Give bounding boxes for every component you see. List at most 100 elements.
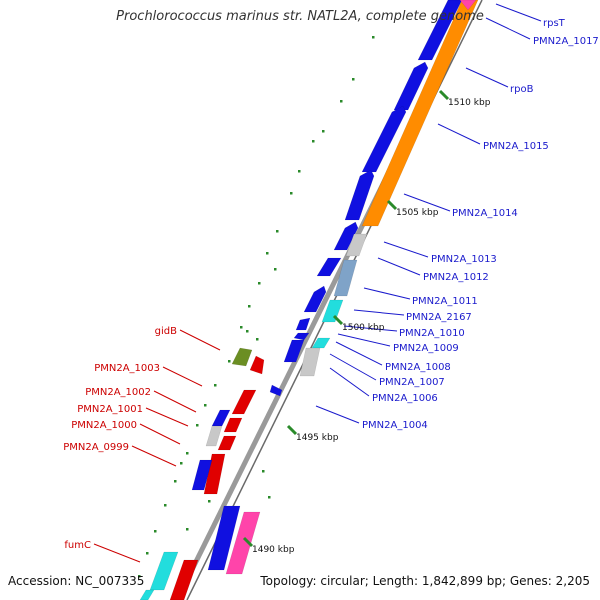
- leader-line: [329, 353, 377, 381]
- gene-block-1015b[interactable]: [361, 105, 407, 173]
- gc-dot: [146, 552, 149, 555]
- gene-label-rpoB[interactable]: rpoB: [510, 84, 534, 95]
- gene-label-PMN2A_1007[interactable]: PMN2A_1007: [379, 377, 445, 388]
- leader-line: [377, 257, 421, 276]
- pseudo-block-1013[interactable]: [345, 233, 368, 257]
- gene-label-PMN2A_1011[interactable]: PMN2A_1011: [412, 296, 478, 307]
- gc-dot: [256, 338, 259, 341]
- gene-block-1014[interactable]: [344, 169, 375, 221]
- gene-block-1012-light[interactable]: [333, 259, 358, 297]
- kbp-tick-label: 1510 kbp: [448, 98, 491, 108]
- gene-label-rpsT[interactable]: rpsT: [543, 18, 566, 29]
- gene-block-1011[interactable]: [303, 285, 327, 313]
- gene-label-PMN2A_1004[interactable]: PMN2A_1004: [362, 420, 428, 431]
- gene-label-PMN2A_1000[interactable]: PMN2A_1000: [71, 420, 137, 431]
- pseudo-block-1006[interactable]: [299, 347, 321, 377]
- gene-block-1001[interactable]: [223, 417, 243, 433]
- gene-block-1002[interactable]: [231, 389, 257, 415]
- kbp-tick-mark: [332, 314, 344, 326]
- gc-dot: [138, 575, 141, 578]
- gene-block-blue-c[interactable]: [207, 505, 241, 571]
- gc-dot: [312, 140, 315, 143]
- gc-dot: [240, 326, 243, 329]
- pseudo-block-a[interactable]: [205, 425, 223, 447]
- gc-dot: [248, 305, 251, 308]
- leader-line: [93, 543, 141, 563]
- gene-block-rpsT-region[interactable]: [417, 0, 463, 61]
- gene-label-PMN2A_1001[interactable]: PMN2A_1001: [77, 404, 143, 415]
- gene-label-PMN2A_2167[interactable]: PMN2A_2167: [406, 312, 472, 323]
- gene-label-PMN2A_1013[interactable]: PMN2A_1013: [431, 254, 497, 265]
- leader-line: [383, 241, 429, 258]
- leader-line: [131, 445, 177, 467]
- gc-dot: [164, 504, 167, 507]
- leader-line: [485, 17, 531, 40]
- gc-dot: [340, 100, 343, 103]
- gc-dot: [208, 500, 211, 503]
- gc-dot: [258, 282, 261, 285]
- gene-block-1000[interactable]: [217, 435, 237, 451]
- gene-block-1008[interactable]: [283, 339, 305, 363]
- gene-label-gidB[interactable]: gidB: [155, 326, 177, 337]
- gene-block-1012[interactable]: [316, 257, 342, 277]
- leader-line: [315, 405, 360, 424]
- leader-line: [353, 309, 405, 316]
- gc-dot: [266, 252, 269, 255]
- gc-dot: [154, 530, 157, 533]
- leader-line: [437, 123, 481, 145]
- leader-line: [179, 329, 221, 351]
- gene-label-PMN2A_0999[interactable]: PMN2A_0999: [63, 442, 129, 453]
- gc-dot: [352, 78, 355, 81]
- gene-block-blue-b[interactable]: [191, 459, 213, 491]
- gc-dot: [196, 424, 199, 427]
- rna-block-pink[interactable]: [225, 511, 261, 575]
- leader-line: [153, 390, 197, 413]
- kbp-ticks: 1510 kbp 1505 kbp 1500 kbp 1495 kbp 1490 kbp: [242, 89, 491, 555]
- kbp-tick-label: 1500 kbp: [342, 323, 385, 333]
- gene-label-PMN2A_1009[interactable]: PMN2A_1009: [393, 343, 459, 354]
- gene-label-PMN2A_1002[interactable]: PMN2A_1002: [85, 387, 151, 398]
- gc-dot: [290, 192, 293, 195]
- gene-label-PMN2A_1012[interactable]: PMN2A_1012: [423, 272, 489, 283]
- gc-dot: [322, 130, 325, 133]
- kbp-tick-label: 1505 kbp: [396, 208, 439, 218]
- rna-block-top[interactable]: [459, 0, 477, 11]
- rrna-block[interactable]: [361, 0, 479, 227]
- gc-dot: [174, 480, 177, 483]
- gene-label-PMN2A_1003[interactable]: PMN2A_1003: [94, 363, 160, 374]
- gene-block-fumC[interactable]: [169, 559, 199, 600]
- leader-line: [162, 366, 203, 387]
- trna-block-edge[interactable]: [139, 589, 155, 600]
- gene-label-PMN2A_1015[interactable]: PMN2A_1015: [483, 141, 549, 152]
- gene-block-gidB[interactable]: [231, 347, 253, 367]
- gene-block-1015[interactable]: [393, 61, 429, 111]
- gene-block-1010[interactable]: [295, 317, 311, 331]
- kbp-tick-label: 1490 kbp: [252, 545, 295, 555]
- gc-dot: [276, 230, 279, 233]
- gene-block-1004[interactable]: [269, 384, 283, 397]
- gene-block-0999[interactable]: [203, 453, 226, 495]
- gene-label-PMN2A_1008[interactable]: PMN2A_1008: [385, 362, 451, 373]
- trna-block-2167[interactable]: [321, 299, 344, 323]
- leader-line: [329, 367, 370, 397]
- gene-label-PMN2A_1017[interactable]: PMN2A_1017: [533, 36, 599, 47]
- gene-block-1003[interactable]: [249, 355, 265, 375]
- trna-block-1009[interactable]: [311, 337, 331, 349]
- gene-label-PMN2A_1006[interactable]: PMN2A_1006: [372, 393, 438, 404]
- accession-number: Accession: NC_007335: [8, 574, 145, 588]
- gc-content-dots: [138, 36, 375, 578]
- gc-dot: [262, 470, 265, 473]
- kbp-tick-label: 1495 kbp: [296, 433, 339, 443]
- gene-label-fumC[interactable]: fumC: [64, 540, 91, 551]
- gene-features: [139, 0, 479, 600]
- gene-block-blue-a[interactable]: [211, 409, 231, 427]
- gene-label-PMN2A_1010[interactable]: PMN2A_1010: [399, 328, 465, 339]
- kbp-tick-mark: [242, 536, 254, 548]
- leader-line: [465, 67, 509, 88]
- leader-line: [363, 287, 411, 300]
- leader-line: [403, 193, 451, 212]
- gene-label-PMN2A_1014[interactable]: PMN2A_1014: [452, 208, 518, 219]
- trna-block-fumC[interactable]: [149, 551, 179, 591]
